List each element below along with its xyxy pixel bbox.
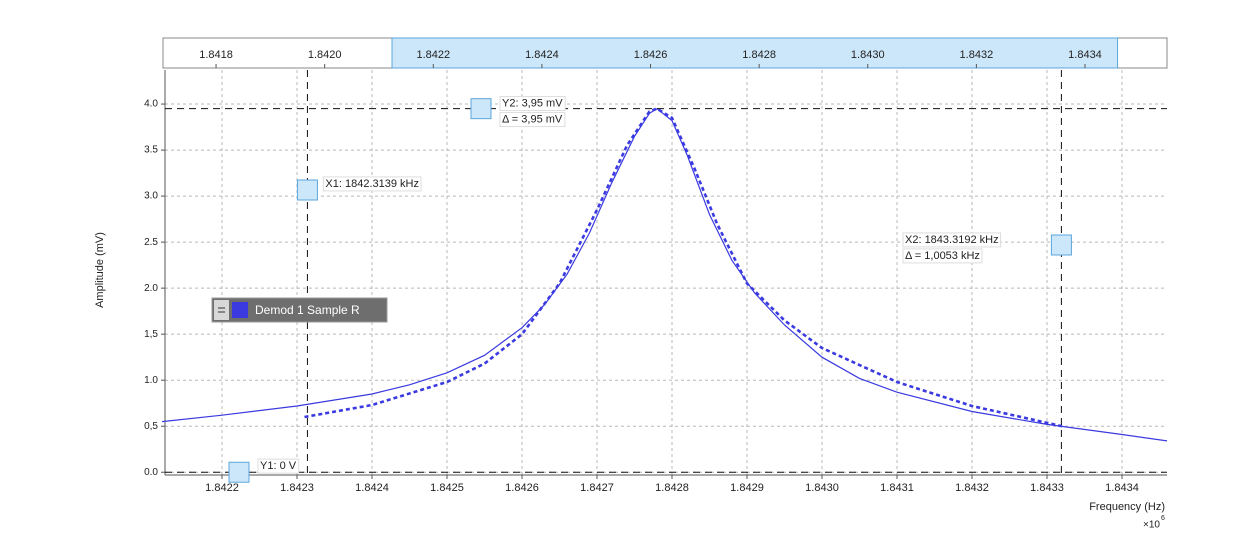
cursor-label-bg xyxy=(257,458,300,474)
x-tick-label: 1.8422 xyxy=(205,482,239,494)
x-tick-label: 1.8428 xyxy=(655,482,689,494)
cursor-label-bg xyxy=(902,232,1002,248)
y-tick-label: 3.0 xyxy=(144,191,158,202)
cursor-label-bg xyxy=(499,96,566,112)
x-axis-title: Frequency (Hz) xyxy=(1089,501,1165,513)
x-tick-label: 1.8434 xyxy=(1105,482,1139,494)
overview-range xyxy=(391,37,1119,69)
x-tick-label: 1.8425 xyxy=(430,482,464,494)
overview-tick-label: 1.8418 xyxy=(199,49,233,61)
x-tick-label: 1.8423 xyxy=(280,482,314,494)
y-tick-label: 1.0 xyxy=(144,375,158,386)
plot-area xyxy=(165,70,1167,475)
overview-tick-label: 1.8434 xyxy=(1068,49,1102,61)
legend-handle-bg xyxy=(214,300,229,320)
x-tick-label: 1.8426 xyxy=(505,482,539,494)
cursor-label: X2: 1843.3192 kHz xyxy=(905,234,999,246)
cursor-label-bg xyxy=(322,176,422,192)
overview-tick-label: 1.8432 xyxy=(960,49,994,61)
x-tick-label: 1.8424 xyxy=(355,482,389,494)
cursor-delta: Δ = 1,0053 kHz xyxy=(905,250,980,262)
overview-tick-label: 1.8428 xyxy=(742,49,776,61)
cursor-label: Y2: 3,95 mV xyxy=(502,98,563,110)
legend-label: Demod 1 Sample R xyxy=(255,303,360,317)
y-tick-label: 0,5 xyxy=(144,421,158,432)
x-tick-label: 1.8430 xyxy=(805,482,839,494)
y-tick-label: 3.5 xyxy=(144,145,158,156)
overview-tick-label: 1.8430 xyxy=(851,49,885,61)
x-tick-label: 1.8427 xyxy=(580,482,614,494)
legend-swatch xyxy=(232,302,248,318)
x-tick-label: 1.8433 xyxy=(1030,482,1064,494)
cursor-label: Y1: 0 V xyxy=(260,460,297,472)
series-line xyxy=(304,107,1063,428)
cursor-handle[interactable] xyxy=(228,461,250,483)
x-multiplier: ×10 xyxy=(1143,520,1160,531)
y-tick-label: 0.0 xyxy=(144,467,158,478)
y-axis-title: Amplitude (mV) xyxy=(94,232,106,308)
cursor-label-bg xyxy=(499,112,566,128)
y-tick-label: 4.0 xyxy=(144,99,158,110)
cursor-label: X1: 1842.3139 kHz xyxy=(325,178,419,190)
overview-tick-label: 1.8426 xyxy=(634,49,668,61)
cursor-label-bg xyxy=(902,248,983,264)
overview-tick-label: 1.8422 xyxy=(416,49,450,61)
x-tick-label: 1.8431 xyxy=(880,482,914,494)
cursor-handle[interactable] xyxy=(470,98,492,120)
y-tick-label: 2.5 xyxy=(144,237,158,248)
overview-tick-label: 1.8424 xyxy=(525,49,559,61)
overview-tick-label: 1.8420 xyxy=(308,49,342,61)
x-tick-label: 1.8429 xyxy=(730,482,764,494)
y-tick-label: 2.0 xyxy=(144,283,158,294)
cursor-handle[interactable] xyxy=(296,179,318,201)
x-tick-label: 1.8432 xyxy=(955,482,989,494)
cursor-handle[interactable] xyxy=(1050,234,1072,256)
cursor-delta: Δ = 3,95 mV xyxy=(502,114,563,126)
x-exponent: 6 xyxy=(1161,515,1165,522)
y-tick-label: 1,5 xyxy=(144,329,158,340)
